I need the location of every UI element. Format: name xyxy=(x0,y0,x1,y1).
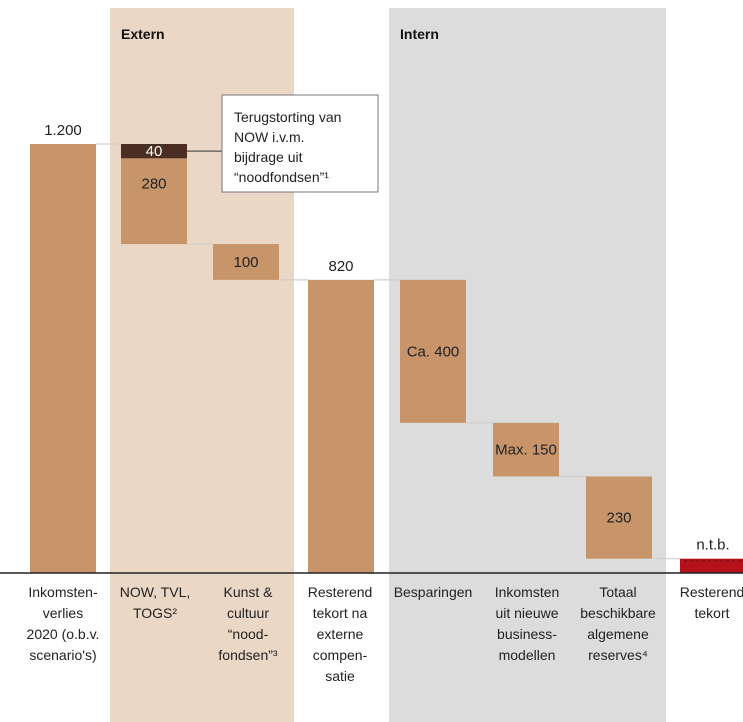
bar-value-label-4: Ca. 400 xyxy=(407,343,460,360)
bar-value-label-2: 100 xyxy=(233,254,258,271)
bar-3-segment-0 xyxy=(308,279,374,573)
category-label-3-line-0: Resterend xyxy=(308,584,373,600)
category-label-2-line-1: cultuur xyxy=(227,605,269,621)
category-label-5-line-2: business- xyxy=(497,626,557,642)
category-label-0-line-2: 2020 (o.b.v. xyxy=(27,626,100,642)
bar-value-label-0: 1.200 xyxy=(44,122,82,139)
group-label-extern: Extern xyxy=(121,26,165,42)
bar-4-segment-0 xyxy=(400,279,466,423)
bar-7-segment-0 xyxy=(680,558,743,573)
category-label-0-line-0: Inkomsten- xyxy=(28,584,98,600)
category-label-0-line-3: scenario's) xyxy=(29,647,96,663)
category-label-5-line-0: Inkomsten xyxy=(495,584,560,600)
category-label-6-line-3: reserves⁴ xyxy=(588,647,648,663)
category-label-6-line-0: Totaal xyxy=(599,584,636,600)
category-label-5-line-1: uit nieuwe xyxy=(495,605,558,621)
bar-value-label-7: n.t.b. xyxy=(696,537,729,554)
category-label-3-line-1: tekort na xyxy=(313,605,368,621)
category-label-2-line-3: fondsen”³ xyxy=(218,647,277,663)
category-label-2-line-2: “nood- xyxy=(228,626,269,642)
bar-value-label-1: 280 xyxy=(141,175,166,192)
bar-6-segment-0 xyxy=(586,476,652,559)
annotation-line-0: Terugstorting van xyxy=(234,109,341,125)
category-label-3-line-4: satie xyxy=(325,668,355,684)
bar-value-label-6: 230 xyxy=(606,510,631,527)
annotation-line-2: bijdrage uit xyxy=(234,149,303,165)
annotation-line-3: “noodfondsen”¹ xyxy=(234,169,329,185)
bar-1-segment-1 xyxy=(121,144,187,159)
category-label-1-line-0: NOW, TVL, xyxy=(120,584,191,600)
bar-value-label-3: 820 xyxy=(328,258,353,275)
category-label-7-line-0: Resterend xyxy=(680,584,743,600)
category-label-7-line-1: tekort xyxy=(694,605,729,621)
annotation-line-1: NOW i.v.m. xyxy=(234,129,305,145)
category-label-3-line-2: externe xyxy=(317,626,364,642)
bar-value-label-5: Max. 150 xyxy=(495,442,557,459)
bar-5-segment-0 xyxy=(493,422,559,477)
annotation-box xyxy=(221,94,379,193)
category-label-6-line-2: algemene xyxy=(587,626,649,642)
bar-0-segment-0 xyxy=(30,144,96,573)
bar-1-segment-0 xyxy=(121,158,187,245)
category-label-3-line-3: compen- xyxy=(313,647,368,663)
category-label-1-line-1: TOGS² xyxy=(133,605,177,621)
bar-2-segment-0 xyxy=(213,244,279,280)
category-label-6-line-1: beschikbare xyxy=(580,605,656,621)
category-label-2-line-0: Kunst & xyxy=(223,584,273,600)
category-label-4-line-0: Besparingen xyxy=(394,584,473,600)
category-label-5-line-3: modellen xyxy=(499,647,556,663)
group-label-intern: Intern xyxy=(400,26,439,42)
bar-sublabel-1: 40 xyxy=(146,143,163,160)
category-label-0-line-1: verlies xyxy=(43,605,83,621)
